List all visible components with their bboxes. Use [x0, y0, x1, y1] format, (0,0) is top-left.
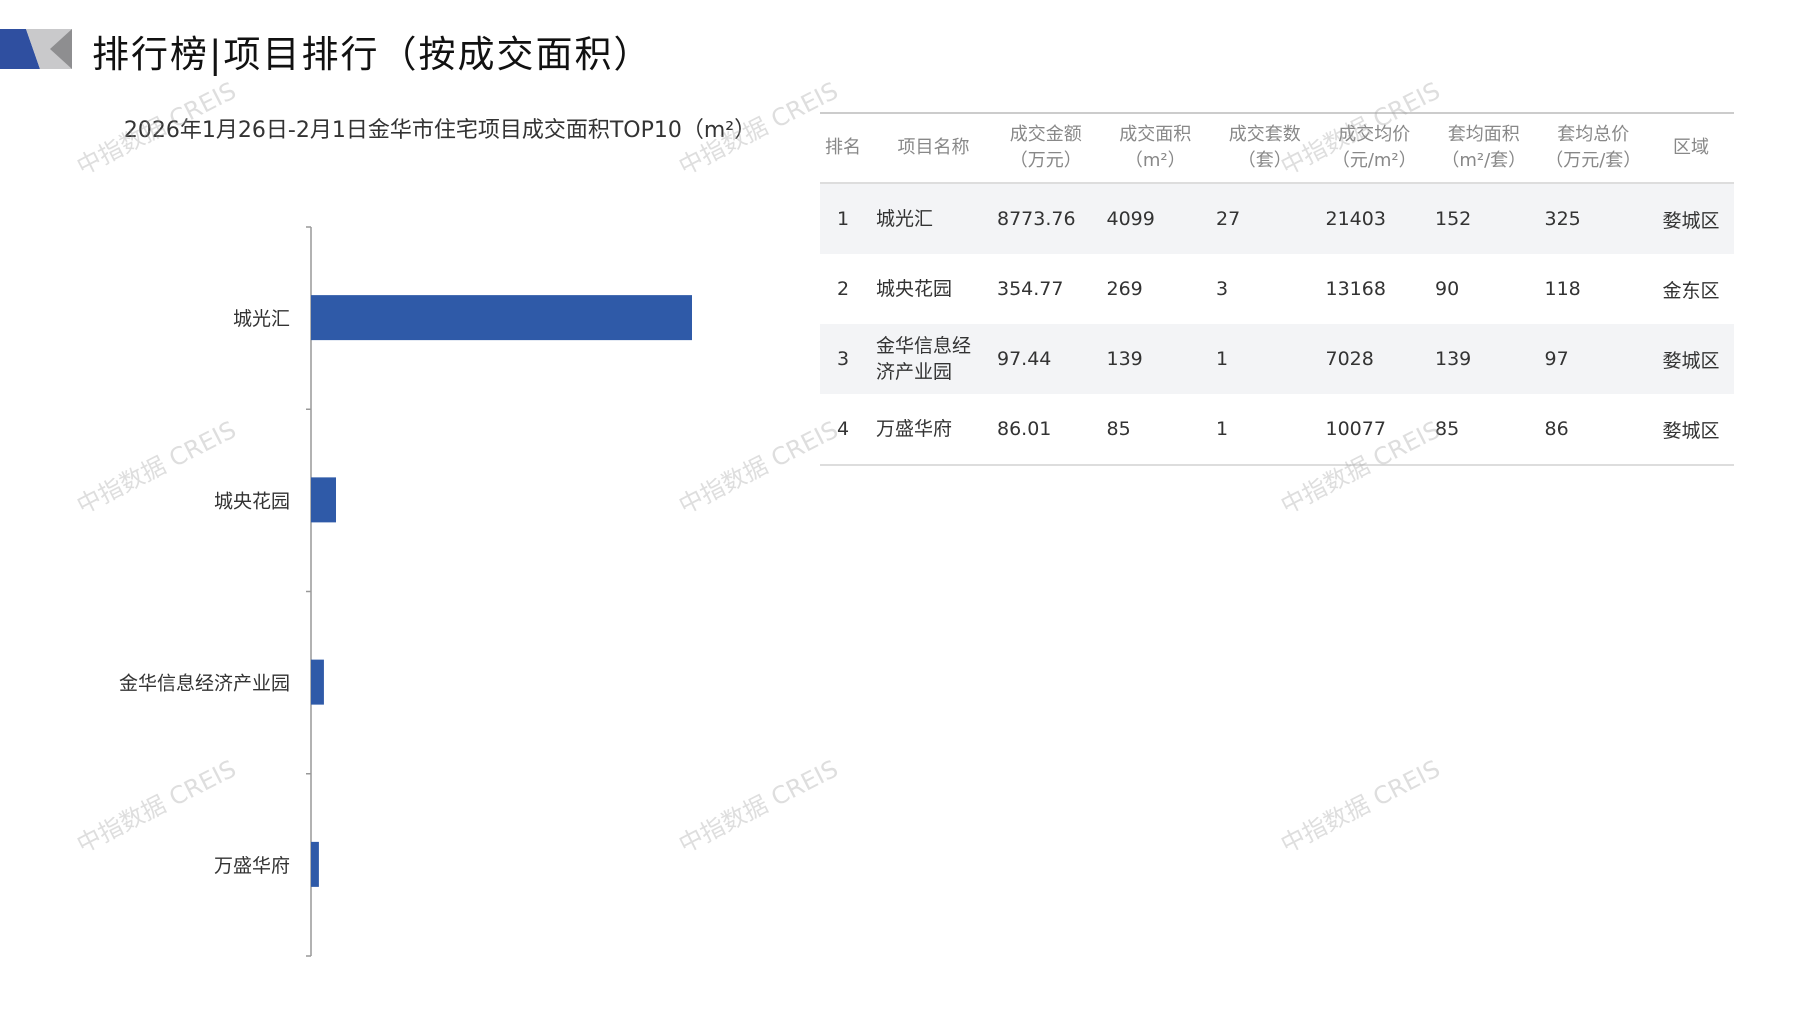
table-cell: 118 — [1544, 278, 1581, 300]
table-row: 2 城央花园 354.77 269 3 13168 90 118 金东区 — [820, 254, 1734, 324]
table-cell: 97 — [1544, 348, 1569, 370]
table-cell: 1 — [1216, 348, 1229, 370]
table-cell: 86.01 — [997, 418, 1052, 440]
column-header: 成交金额 （万元） — [991, 122, 1101, 174]
column-header-text: 区域 — [1673, 137, 1709, 158]
column-header-text: 成交套数 — [1228, 124, 1301, 145]
table-cell: 86 — [1544, 418, 1569, 440]
column-header-text: 套均面积 — [1447, 124, 1520, 145]
column-header-text: 排名 — [825, 137, 861, 158]
table-cell: 85 — [1106, 418, 1131, 440]
table-cell: 21403 — [1325, 208, 1386, 230]
table-cell: 金华信息经济产业园 — [876, 335, 972, 383]
column-header-text: 项目名称 — [897, 137, 970, 158]
category-label: 城光汇 — [233, 308, 290, 330]
table-cell: 152 — [1435, 208, 1472, 230]
column-header: 排名 — [820, 135, 866, 161]
table-cell: 3 — [836, 348, 850, 370]
table-cell: 婺城区 — [1662, 419, 1720, 442]
table-cell: 婺城区 — [1662, 209, 1720, 232]
logo-icon — [0, 29, 72, 69]
table-cell: 97.44 — [997, 348, 1052, 370]
column-header-text: （元/m²） — [1331, 150, 1417, 171]
table-row: 3 金华信息经济产业园 97.44 139 1 7028 139 97 婺城区 — [820, 324, 1734, 394]
table-cell: 139 — [1106, 348, 1143, 370]
table-cell: 13168 — [1325, 278, 1386, 300]
ranking-table: 排名 项目名称 成交金额 （万元） 成交面积 （m²） 成交套数 （套） 成交均价 （元/m²） 套… — [820, 112, 1734, 466]
category-label: 城央花园 — [214, 490, 290, 512]
table-cell: 万盛华府 — [876, 418, 953, 440]
table-cell: 10077 — [1325, 418, 1386, 440]
column-header: 成交面积 （m²） — [1101, 122, 1211, 174]
table-cell: 4099 — [1106, 208, 1155, 230]
column-header-text: 成交面积 — [1119, 124, 1192, 145]
column-header-text: （万元） — [1009, 150, 1082, 171]
table-cell: 3 — [1216, 278, 1229, 300]
table-body: 1 城光汇 8773.76 4099 27 21403 152 325 婺城区 2 城央花园 354.… — [820, 184, 1734, 466]
bar — [311, 659, 324, 705]
table-cell: 325 — [1544, 208, 1581, 230]
column-header-text: 成交均价 — [1338, 124, 1411, 145]
table-cell: 354.77 — [997, 278, 1064, 300]
bar — [311, 477, 337, 523]
table-row: 1 城光汇 8773.76 4099 27 21403 152 325 婺城区 — [820, 184, 1734, 254]
table-cell: 7028 — [1325, 348, 1374, 370]
column-header-text: 成交金额 — [1009, 124, 1082, 145]
column-header-text: （套） — [1237, 150, 1292, 171]
table-cell: 269 — [1106, 278, 1143, 300]
table-header: 排名 项目名称 成交金额 （万元） 成交面积 （m²） 成交套数 （套） 成交均价 （元/m²） 套… — [820, 114, 1734, 184]
table-cell: 婺城区 — [1662, 349, 1720, 372]
column-header: 区域 — [1648, 135, 1734, 161]
bar — [311, 295, 692, 341]
table-cell: 27 — [1216, 208, 1241, 230]
column-header-text: （m²/套） — [1441, 150, 1527, 171]
table-cell: 85 — [1435, 418, 1460, 440]
column-header: 项目名称 — [866, 135, 991, 161]
table-cell: 1 — [1216, 418, 1229, 440]
category-label: 万盛华府 — [214, 855, 290, 877]
column-header: 成交均价 （元/m²） — [1320, 122, 1430, 174]
column-header: 成交套数 （套） — [1210, 122, 1320, 174]
table-cell: 城光汇 — [876, 208, 934, 230]
chart-title: 2026年1月26日-2月1日金华市住宅项目成交面积TOP10（m²） — [123, 118, 757, 143]
column-header: 套均面积 （m²/套） — [1429, 122, 1539, 174]
table-cell: 90 — [1435, 278, 1460, 300]
column-header: 套均总价 （万元/套） — [1539, 122, 1649, 174]
category-label: 金华信息经济产业园 — [119, 673, 290, 695]
column-header-text: （万元/套） — [1545, 150, 1642, 171]
bar — [311, 841, 319, 887]
table-cell: 8773.76 — [997, 208, 1076, 230]
table-cell: 1 — [836, 208, 850, 230]
table-cell: 金东区 — [1662, 279, 1720, 302]
table-cell: 2 — [836, 278, 850, 300]
watermark: 中指数据 CREIS — [1276, 754, 1445, 859]
column-header-text: 套均总价 — [1557, 124, 1630, 145]
table-cell: 139 — [1435, 348, 1472, 370]
table-cell: 城央花园 — [876, 278, 953, 300]
page-title: 排行榜|项目排行（按成交面积） — [92, 33, 653, 76]
table-row: 4 万盛华府 86.01 85 1 10077 85 86 婺城区 — [820, 394, 1734, 464]
table-cell: 4 — [836, 418, 850, 440]
column-header-text: （m²） — [1124, 150, 1186, 171]
